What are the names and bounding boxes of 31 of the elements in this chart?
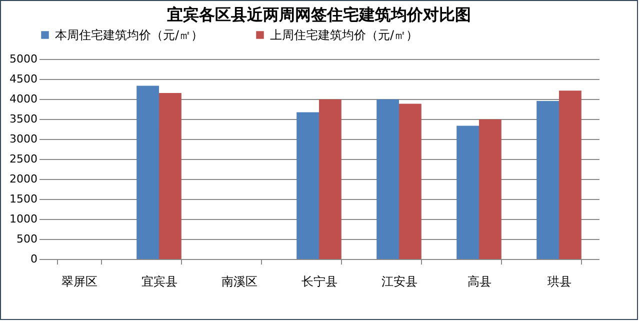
x-tick-label: 江安县	[382, 274, 418, 288]
x-tick-label: 宜宾县	[142, 274, 178, 288]
legend-label: 上周住宅建筑均价（元/㎡）	[270, 28, 418, 42]
bar	[479, 119, 502, 259]
y-tick-label: 1000	[10, 212, 38, 226]
bar	[456, 126, 479, 259]
x-tick-label: 珙县	[548, 274, 572, 288]
y-tick-label: 2000	[10, 172, 38, 186]
x-tick-label: 翠屏区	[62, 274, 98, 288]
chart-title: 宜宾各区县近两周网签住宅建筑均价对比图	[167, 5, 471, 24]
y-tick-label: 500	[16, 232, 38, 246]
bar	[136, 86, 159, 259]
bar	[159, 93, 182, 259]
y-tick-label: 5000	[10, 52, 38, 66]
x-tick-label: 高县	[468, 274, 492, 288]
y-tick-label: 3500	[10, 112, 38, 126]
bar	[296, 112, 319, 259]
legend-label: 本周住宅建筑均价（元/㎡）	[55, 28, 204, 42]
x-tick-label: 长宁县	[302, 274, 338, 288]
y-tick-label: 3000	[10, 132, 38, 146]
y-tick-label: 0	[30, 252, 38, 266]
bar	[319, 99, 342, 259]
bar	[536, 101, 559, 259]
x-tick-label: 南溪区	[222, 274, 258, 288]
bar	[399, 104, 422, 259]
y-tick-label: 2500	[10, 152, 38, 166]
y-tick-label: 4500	[10, 72, 38, 86]
y-tick-label: 1500	[10, 192, 38, 206]
bar	[376, 99, 399, 259]
bar	[559, 90, 582, 259]
y-tick-label: 4000	[10, 92, 38, 106]
